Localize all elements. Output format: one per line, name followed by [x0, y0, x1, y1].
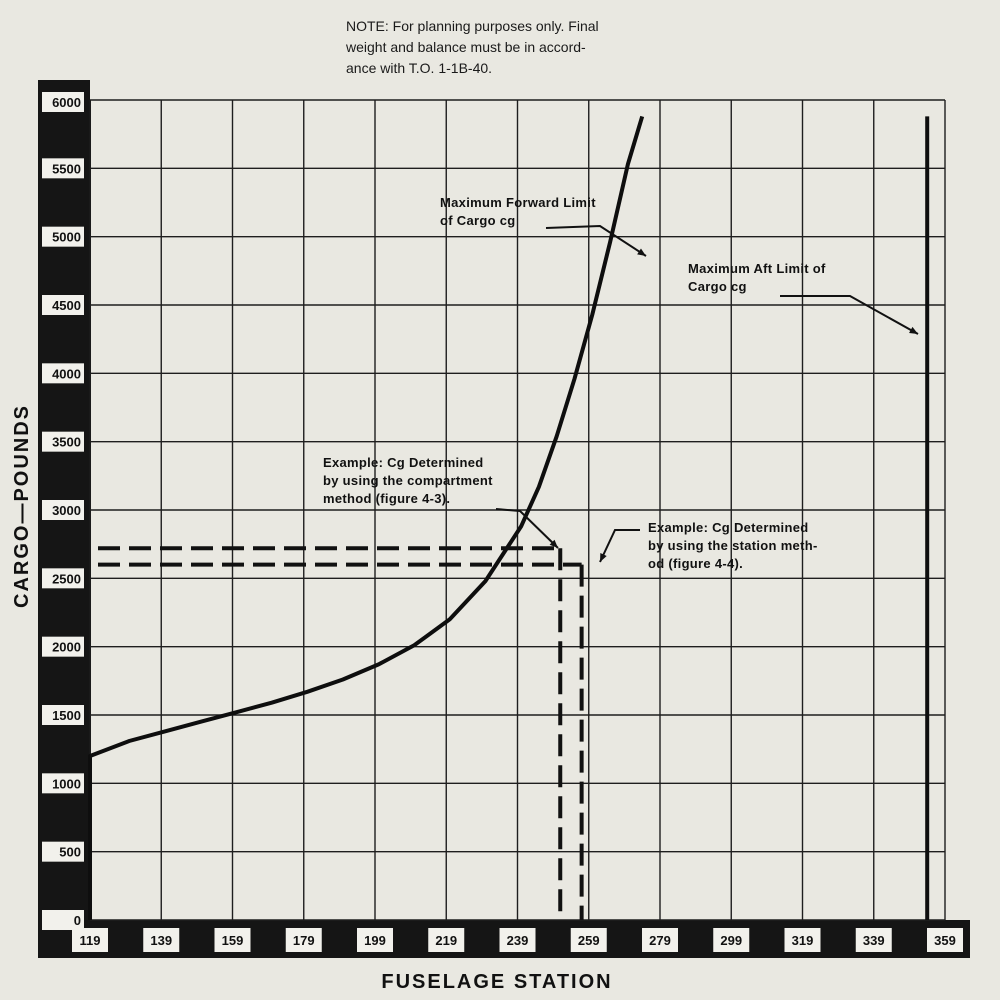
- annotation-leader: [599, 529, 640, 563]
- x-tick-label: 179: [293, 933, 315, 948]
- annotation-line: od (figure 4-4).: [648, 556, 743, 571]
- annotation-line: Cargo cg: [688, 279, 747, 294]
- y-tick-box: [42, 705, 84, 725]
- y-tick-box: [42, 92, 84, 112]
- x-tick-box: [357, 928, 393, 952]
- y-tick-label: 2500: [52, 571, 81, 586]
- x-tick-box: [499, 928, 536, 952]
- y-tick-box: [42, 226, 84, 247]
- x-tick-label: 139: [150, 933, 172, 948]
- x-tick-label: 299: [720, 933, 742, 948]
- annotation-line: Example: Cg Determined: [648, 520, 808, 535]
- x-tick-box: [72, 928, 108, 952]
- planning-note: NOTE: For planning purposes only. Final …: [346, 18, 599, 76]
- chart-grid: [89, 99, 946, 921]
- x-tick-label: 219: [435, 933, 457, 948]
- annotation-leader: [495, 508, 559, 549]
- y-axis-title: CARGO—POUNDS: [11, 404, 33, 608]
- x-tick-label: 259: [578, 933, 600, 948]
- x-tick-label: 319: [792, 933, 814, 948]
- x-tick-box: [927, 928, 963, 952]
- y-tick-label: 2000: [52, 640, 81, 655]
- y-tick-box: [42, 636, 84, 657]
- x-tick-box: [642, 928, 678, 952]
- x-axis-title: FUSELAGE STATION: [381, 971, 612, 993]
- y-tick-label: 1500: [52, 708, 81, 723]
- y-tick-box: [42, 841, 84, 862]
- x-tick-box: [214, 928, 251, 952]
- y-tick-box: [42, 773, 84, 794]
- y-axis-ticks: 0 500 1000 1500 2000 2500 3000 3500 4000 4500 5000…: [42, 92, 84, 930]
- x-tick-label: 239: [507, 933, 529, 948]
- annotation-line: of Cargo cg: [440, 213, 516, 228]
- chart-series: [88, 115, 930, 920]
- x-tick-box: [285, 928, 322, 952]
- annotation-leader: [545, 224, 647, 257]
- x-tick-box: [570, 928, 607, 952]
- y-tick-box: [42, 910, 84, 930]
- x-tick-box: [784, 928, 821, 952]
- y-tick-box: [42, 158, 84, 179]
- y-tick-label: 1000: [52, 776, 81, 791]
- x-tick-label: 359: [934, 933, 956, 948]
- x-tick-label: 279: [649, 933, 671, 948]
- annotation-line: method (figure 4-3).: [323, 491, 450, 506]
- annotation-arrowhead: [549, 539, 558, 548]
- x-tick-box: [143, 928, 180, 952]
- annotation-line: by using the station meth-: [648, 538, 818, 553]
- y-tick-label: 3000: [52, 503, 81, 518]
- y-tick-label: 500: [59, 845, 81, 860]
- annotation-arrowhead: [600, 553, 607, 562]
- annotation-arrowhead: [637, 248, 646, 256]
- forward-limit-curve: [88, 115, 645, 920]
- y-tick-label: 4500: [52, 298, 81, 313]
- annotation-line: Maximum Aft Limit of: [688, 261, 826, 276]
- compartment-example-annotation: Example: Cg Determined by using the compa…: [323, 455, 493, 506]
- x-tick-box: [428, 928, 465, 952]
- x-tick-box: [855, 928, 892, 952]
- annotation-arrowhead: [909, 326, 918, 334]
- x-tick-label: 119: [80, 933, 101, 948]
- y-tick-label: 3500: [52, 435, 81, 450]
- station-example-annotation: Example: Cg Determined by using the stati…: [648, 520, 818, 571]
- y-tick-box: [42, 431, 84, 452]
- chart-frame: [38, 80, 970, 958]
- annotation-line: Example: Cg Determined: [323, 455, 483, 470]
- y-tick-label: 6000: [52, 95, 81, 110]
- annotation-line: Maximum Forward Limit: [440, 195, 596, 210]
- y-tick-box: [42, 568, 84, 589]
- annotation-leader: [780, 295, 919, 335]
- y-tick-label: 4000: [52, 366, 81, 381]
- y-tick-label: 5000: [52, 230, 81, 245]
- chart-annotations: Maximum Forward Limit of Cargo cgMaximum …: [323, 195, 919, 571]
- aft-limit-annotation: Maximum Aft Limit of Cargo cg: [688, 261, 826, 294]
- y-tick-label: 0: [74, 913, 81, 928]
- forward-limit-annotation: Maximum Forward Limit of Cargo cg: [440, 195, 596, 228]
- y-tick-box: [42, 363, 84, 384]
- y-tick-box: [42, 295, 84, 315]
- x-tick-label: 159: [222, 933, 244, 948]
- annotation-line: by using the compartment: [323, 473, 493, 488]
- x-axis-ticks: 119 139 159 179 199 219 239 259 279 299 319 339 359: [72, 928, 963, 952]
- example-guides: [98, 546, 584, 920]
- y-tick-box: [42, 500, 84, 520]
- x-tick-box: [713, 928, 750, 952]
- x-tick-label: 199: [364, 933, 386, 948]
- y-tick-label: 5500: [52, 161, 81, 176]
- x-tick-label: 339: [863, 933, 885, 948]
